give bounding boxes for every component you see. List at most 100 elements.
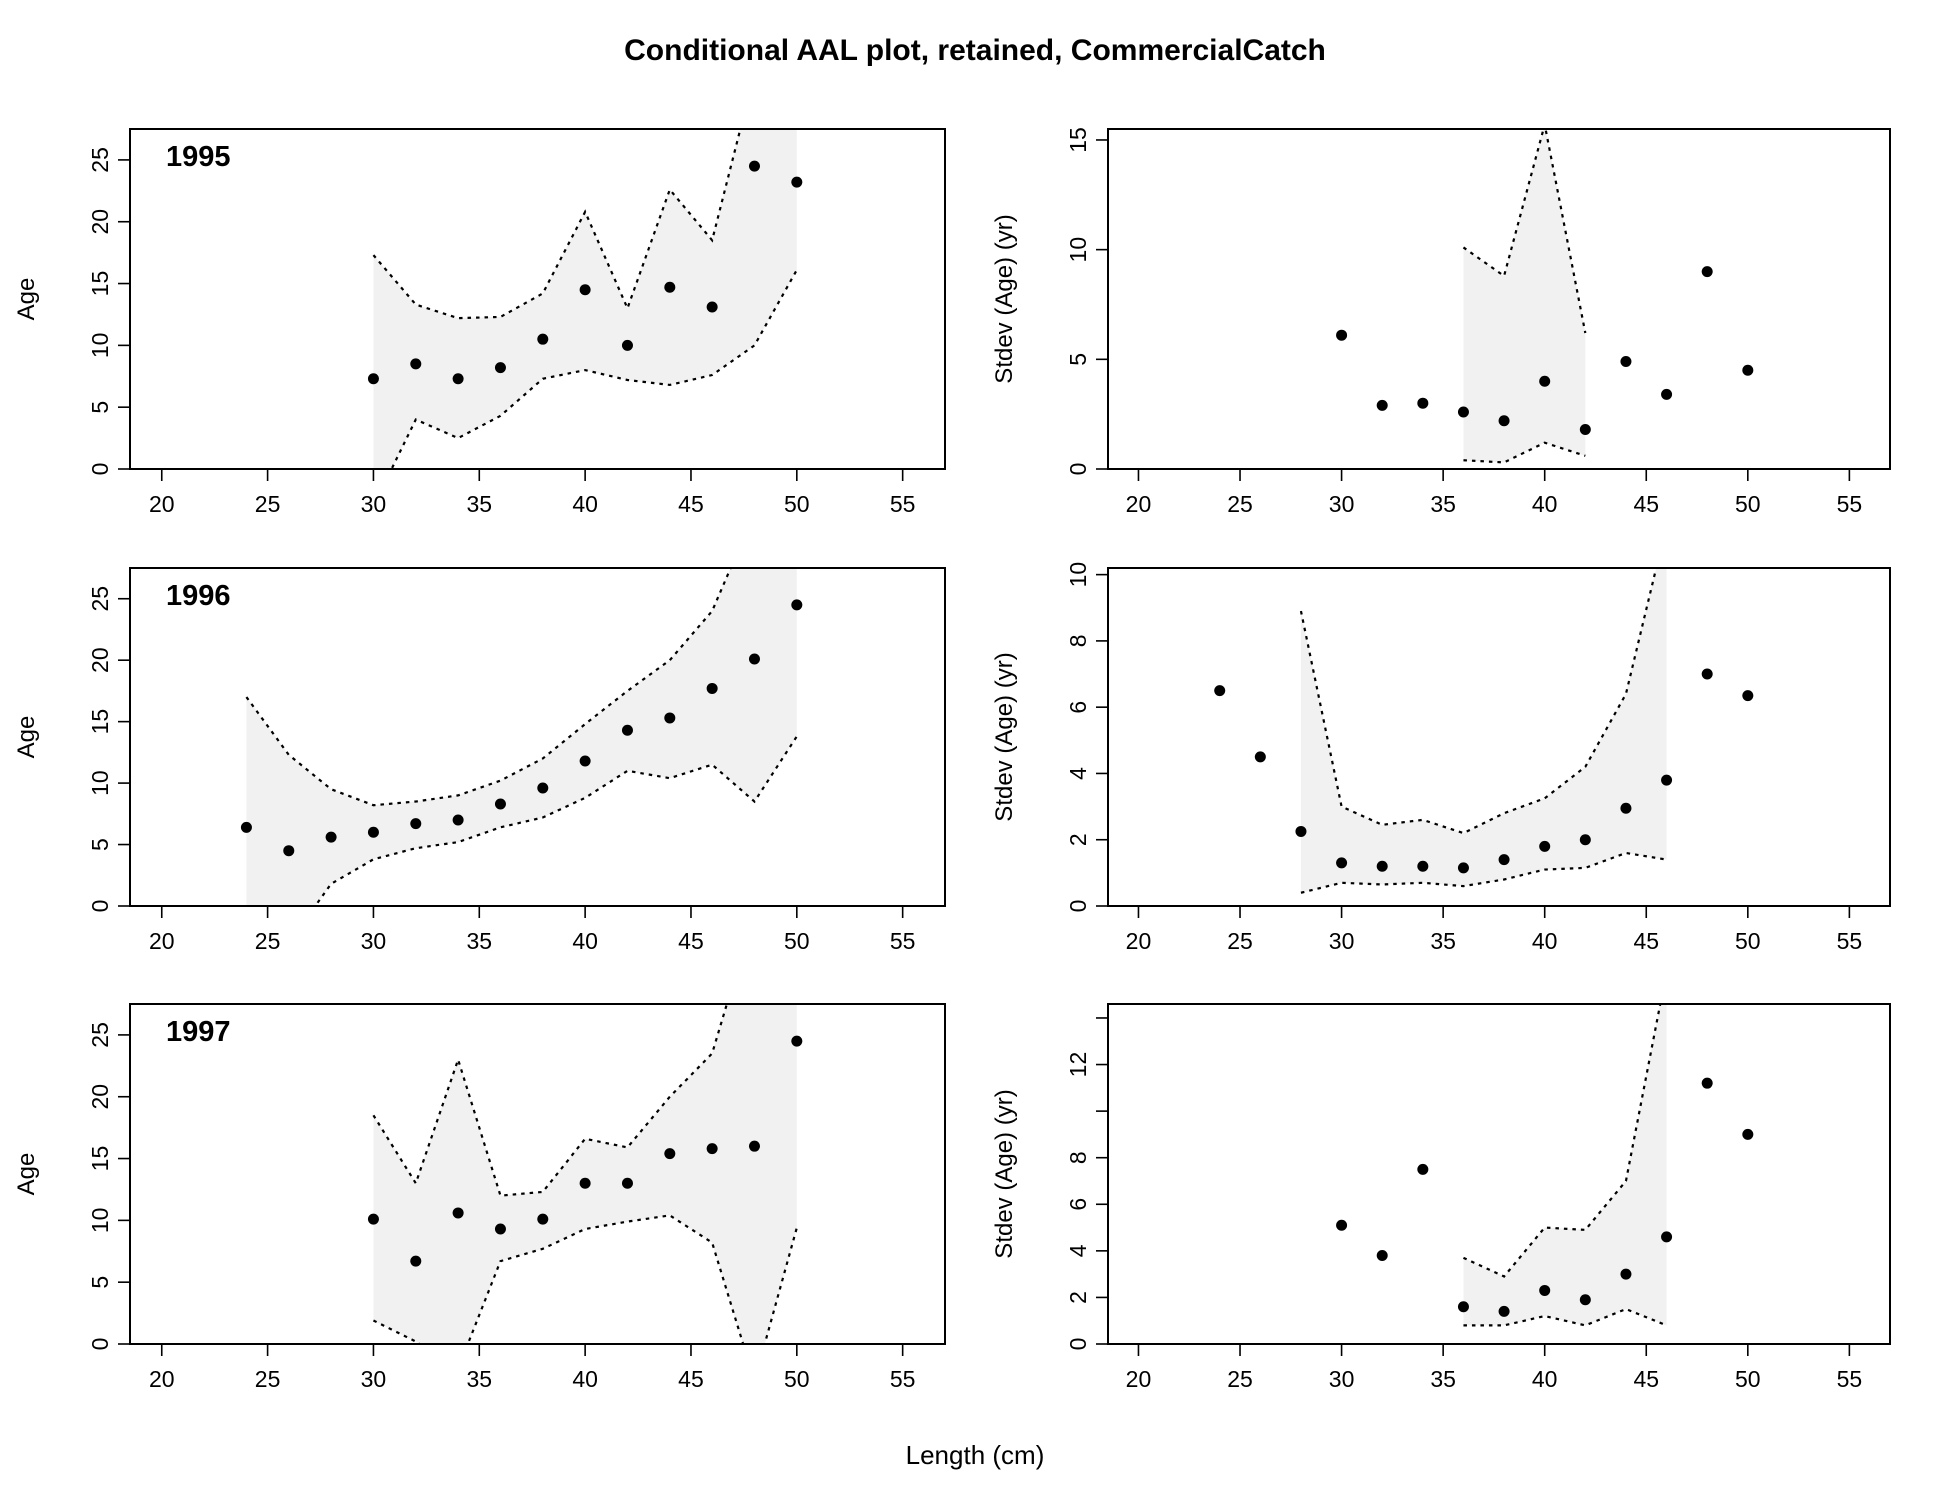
year-label: 1996 bbox=[166, 580, 231, 612]
data-point bbox=[791, 176, 803, 188]
x-tick-label: 35 bbox=[466, 1366, 492, 1392]
y-tick-label: 0 bbox=[1065, 1338, 1091, 1351]
x-tick-label: 40 bbox=[1532, 491, 1558, 517]
y-tick-label: 0 bbox=[1065, 463, 1091, 476]
x-tick-label: 55 bbox=[890, 491, 916, 517]
y-tick-label: 15 bbox=[87, 271, 113, 297]
x-tick-label: 35 bbox=[466, 928, 492, 954]
y-tick-label: 10 bbox=[87, 770, 113, 796]
x-tick-label: 35 bbox=[1430, 491, 1456, 517]
x-tick-label: 30 bbox=[1329, 491, 1355, 517]
interval-band bbox=[1300, 568, 1667, 893]
panel-1997: 20 25 30 35 40 45 50 55 0 5 10 15 20 25 Age 1997 bbox=[13, 1003, 946, 1392]
data-point bbox=[1254, 751, 1266, 763]
panel-1995: 20 25 30 35 40 45 50 55 0 5 10 15 20 25 Age 1995 bbox=[13, 128, 946, 517]
x-tick-label: 50 bbox=[1735, 1366, 1761, 1392]
x-tick-label: 25 bbox=[255, 491, 281, 517]
y-tick-label: 20 bbox=[87, 647, 113, 673]
data-point bbox=[579, 284, 591, 296]
data-point bbox=[748, 1140, 760, 1152]
x-tick-label: 35 bbox=[1430, 928, 1456, 954]
y-tick-label: 6 bbox=[1065, 701, 1091, 714]
year-label: 1995 bbox=[166, 141, 231, 173]
x-tick-label: 20 bbox=[149, 491, 175, 517]
data-point bbox=[706, 1143, 718, 1155]
data-point bbox=[664, 1148, 676, 1160]
x-tick-label: 35 bbox=[466, 491, 492, 517]
data-point bbox=[1498, 415, 1510, 427]
data-point bbox=[1336, 1219, 1348, 1231]
y-tick-label: 5 bbox=[87, 1276, 113, 1289]
data-point bbox=[452, 373, 464, 385]
upper-interval-line bbox=[245, 568, 732, 807]
data-point bbox=[1336, 857, 1348, 869]
data-point bbox=[1661, 388, 1673, 400]
x-tick-label: 40 bbox=[1532, 1366, 1558, 1392]
upper-interval-line bbox=[1462, 1004, 1662, 1278]
y-tick-label: 5 bbox=[87, 838, 113, 851]
data-point bbox=[1457, 406, 1469, 418]
data-point bbox=[1661, 774, 1673, 786]
data-point bbox=[494, 798, 506, 810]
panel-stdev-1: 20 25 30 35 40 45 50 55 0 2 4 6 8 10 Stdev (Age) (yr) bbox=[991, 562, 1891, 954]
data-point bbox=[1539, 375, 1551, 387]
x-axis-label: Length (cm) bbox=[905, 1440, 1045, 1470]
panel-1996: 20 25 30 35 40 45 50 55 0 5 10 15 20 25 Age 1996 bbox=[13, 567, 946, 954]
x-tick-label: 25 bbox=[255, 928, 281, 954]
data-point bbox=[410, 358, 422, 370]
chart-title: Conditional AAL plot, retained, Commerci… bbox=[624, 34, 1326, 67]
upper-interval-line bbox=[372, 1004, 729, 1197]
data-point bbox=[494, 1223, 506, 1235]
x-tick-label: 30 bbox=[361, 491, 387, 517]
data-point bbox=[579, 1177, 591, 1189]
upper-interval-line bbox=[1462, 129, 1587, 334]
year-label: 1997 bbox=[166, 1016, 231, 1048]
data-point bbox=[1661, 1231, 1673, 1243]
data-point bbox=[1620, 1268, 1632, 1280]
y-tick-label: 15 bbox=[1065, 127, 1091, 153]
y-tick-label: 10 bbox=[87, 1208, 113, 1234]
data-point bbox=[410, 1255, 422, 1267]
lower-interval-line bbox=[1463, 1307, 1667, 1327]
x-tick-label: 20 bbox=[1126, 928, 1152, 954]
plot-frame bbox=[129, 1003, 946, 1345]
y-tick-label: 4 bbox=[1065, 767, 1091, 780]
y-tick-label: 10 bbox=[87, 333, 113, 359]
data-point bbox=[1620, 356, 1632, 368]
data-point bbox=[1742, 690, 1754, 702]
y-tick-label: 0 bbox=[87, 1338, 113, 1351]
x-tick-label: 55 bbox=[1837, 1366, 1863, 1392]
x-tick-label: 20 bbox=[149, 1366, 175, 1392]
interval-band bbox=[1463, 1004, 1667, 1326]
x-tick-label: 50 bbox=[784, 928, 810, 954]
x-tick-label: 55 bbox=[890, 1366, 916, 1392]
data-point bbox=[1579, 424, 1591, 436]
x-tick-label: 30 bbox=[1329, 928, 1355, 954]
x-tick-label: 20 bbox=[1126, 1366, 1152, 1392]
y-tick-label: 25 bbox=[87, 586, 113, 612]
x-tick-label: 45 bbox=[1633, 491, 1659, 517]
x-tick-label: 50 bbox=[1735, 491, 1761, 517]
y-tick-label: 15 bbox=[87, 709, 113, 735]
y-tick-label: 20 bbox=[87, 209, 113, 235]
x-tick-label: 25 bbox=[255, 1366, 281, 1392]
x-tick-label: 50 bbox=[1735, 928, 1761, 954]
interval-band bbox=[246, 568, 797, 906]
y-tick-label: 25 bbox=[87, 1022, 113, 1048]
lower-interval-line bbox=[1463, 441, 1586, 464]
data-point bbox=[410, 818, 422, 830]
data-point bbox=[1376, 399, 1388, 411]
data-point bbox=[1417, 860, 1429, 872]
y-tick-label: 5 bbox=[1065, 353, 1091, 366]
data-point bbox=[1376, 860, 1388, 872]
data-point bbox=[367, 373, 379, 385]
panel-stdev-0: 20 25 30 35 40 45 50 55 0 5 10 15 Stdev (Age) (yr) bbox=[991, 127, 1891, 517]
x-tick-label: 45 bbox=[678, 491, 704, 517]
data-point bbox=[1579, 1294, 1591, 1306]
lower-interval-line bbox=[390, 269, 798, 469]
x-tick-label: 25 bbox=[1227, 928, 1253, 954]
data-point bbox=[1417, 397, 1429, 409]
data-point bbox=[1579, 834, 1591, 846]
data-point bbox=[1742, 364, 1754, 376]
data-point bbox=[240, 821, 252, 833]
